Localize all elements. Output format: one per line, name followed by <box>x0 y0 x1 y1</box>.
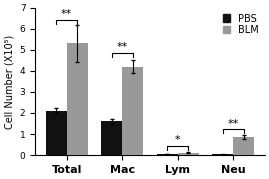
Bar <box>67 43 88 155</box>
Bar <box>122 67 143 155</box>
Legend: PBS, BLM: PBS, BLM <box>222 13 260 36</box>
Bar <box>157 154 178 155</box>
Bar <box>101 121 122 155</box>
Text: *: * <box>175 136 180 145</box>
Bar <box>178 153 199 155</box>
Text: **: ** <box>117 42 128 52</box>
Bar <box>212 154 233 155</box>
Text: **: ** <box>228 118 239 129</box>
Y-axis label: Cell Number (X10⁵): Cell Number (X10⁵) <box>4 34 14 129</box>
Text: **: ** <box>61 9 72 20</box>
Bar <box>46 111 67 155</box>
Bar <box>233 137 254 155</box>
